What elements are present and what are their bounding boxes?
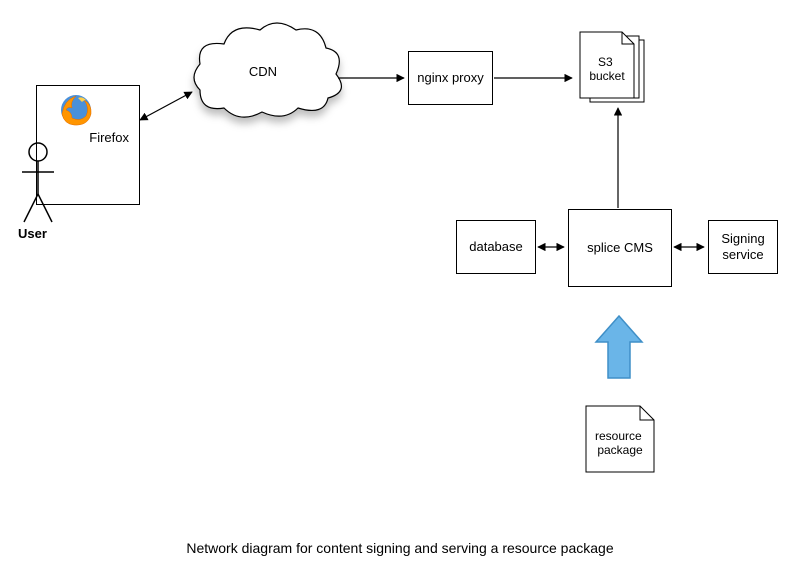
node-signing-label: Signing service: [709, 231, 777, 264]
node-signing: Signing service: [708, 220, 778, 274]
node-database-label: database: [469, 239, 523, 255]
node-splice: splice CMS: [568, 209, 672, 287]
node-cdn: [194, 23, 341, 117]
svg-text:resource package: resource package: [595, 429, 645, 457]
node-s3-label-2: bucket: [589, 69, 625, 83]
firefox-icon: [58, 92, 94, 128]
node-s3: [580, 32, 644, 102]
node-nginx: nginx proxy: [408, 51, 493, 105]
node-splice-label: splice CMS: [587, 240, 653, 256]
edge-firefox-cdn: [140, 92, 192, 120]
diagram-caption: Network diagram for content signing and …: [0, 540, 800, 556]
node-resource-label-2: package: [597, 443, 643, 457]
svg-text:S3 bucket: S3 bucket: [589, 55, 625, 83]
stickman-icon: [18, 140, 58, 226]
node-resource: [586, 406, 654, 472]
node-firefox-label: Firefox: [89, 130, 129, 146]
node-nginx-label: nginx proxy: [417, 70, 483, 86]
big-arrow-icon: [596, 316, 642, 378]
node-cdn-label: CDN: [249, 64, 277, 79]
user-label: User: [18, 226, 47, 241]
node-database: database: [456, 220, 536, 274]
node-s3-label-1: S3: [598, 55, 613, 69]
node-resource-label-1: resource: [595, 429, 642, 443]
